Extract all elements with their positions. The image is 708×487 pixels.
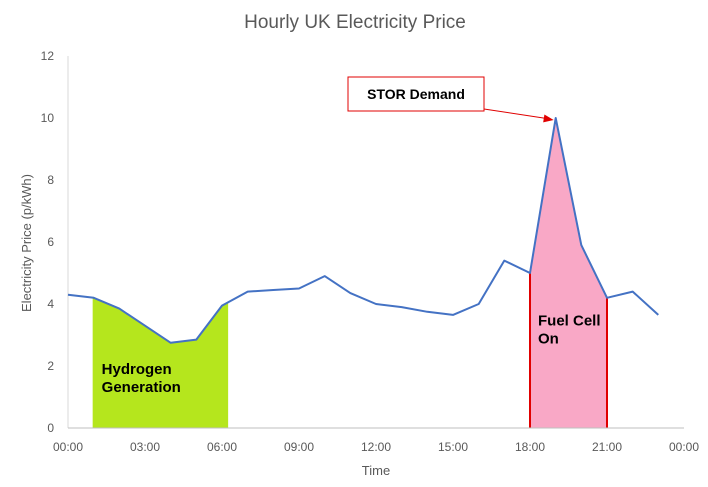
y-tick-label: 8	[47, 173, 54, 187]
y-tick-label: 6	[47, 235, 54, 249]
annotation-box	[347, 76, 485, 112]
y-tick-label: 0	[47, 421, 54, 435]
x-tick-label: 12:00	[361, 440, 391, 454]
region-fill-0	[93, 297, 228, 428]
y-tick-label: 10	[41, 111, 55, 125]
y-tick-label: 12	[41, 49, 55, 63]
region-label-0: Hydrogen Generation	[102, 361, 181, 396]
x-tick-label: 00:00	[669, 440, 699, 454]
y-tick-label: 4	[47, 297, 54, 311]
series-line	[67, 117, 659, 344]
chart-title: Hourly UK Electricity Price	[244, 12, 466, 33]
axes	[67, 56, 684, 429]
region-label-line: Hydrogen	[102, 361, 172, 378]
x-tick-label: 09:00	[284, 440, 314, 454]
region-label-line: Generation	[102, 379, 181, 396]
region-label-1: Fuel Cell On	[538, 313, 601, 348]
y-tick-label: 2	[47, 359, 54, 373]
region-label-line: Fuel Cell	[538, 313, 601, 330]
x-tick-label: 00:00	[53, 440, 83, 454]
series-layer	[67, 117, 659, 344]
x-tick-label: 21:00	[592, 440, 622, 454]
annotations: STOR Demand	[347, 76, 554, 123]
region-fill-1	[530, 118, 607, 428]
region-label-line: On	[538, 331, 559, 348]
y-axis-title: Electricity Price (p/kWh)	[19, 174, 34, 312]
x-tick-label: 18:00	[515, 440, 545, 454]
shaded-regions: Hydrogen Generation Fuel Cell On	[92, 118, 608, 428]
x-axis-title: Time	[362, 463, 390, 478]
annotation-arrow-head	[543, 114, 554, 123]
x-tick-label: 03:00	[130, 440, 160, 454]
x-tick-label: 15:00	[438, 440, 468, 454]
annotation-text: STOR Demand	[367, 86, 465, 102]
annotation-arrow-line	[483, 108, 547, 119]
tick-labels: 0 2 4 6 8 10 12 00:00 03:00 06:00 09:00 12:00 15:00 1…	[41, 49, 700, 454]
x-tick-label: 06:00	[207, 440, 237, 454]
